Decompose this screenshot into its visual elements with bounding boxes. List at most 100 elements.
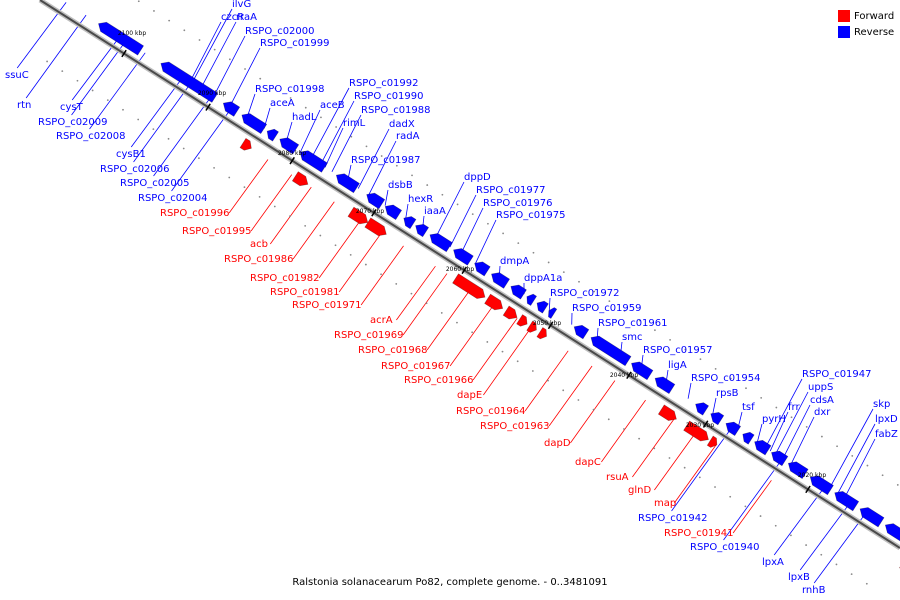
- forward-gene-label: glnD: [628, 485, 651, 496]
- forward-gene-label: RSPO_c01982: [250, 273, 320, 284]
- track-dot: [805, 544, 808, 546]
- reverse-gene-label: tsf: [742, 402, 755, 413]
- reverse-connector-line: [712, 397, 717, 415]
- reverse-connector-line: [71, 40, 127, 116]
- track-dot: [850, 573, 853, 576]
- track-dot: [471, 331, 474, 334]
- track-dot: [531, 370, 534, 372]
- forward-connector-line: [732, 480, 772, 534]
- tick-label: 2070 kbp: [356, 208, 384, 215]
- reverse-gene-label: uppS: [808, 382, 833, 393]
- track-dot: [669, 338, 671, 341]
- tick-mark: [461, 266, 468, 275]
- reverse-gene-label: skp: [873, 399, 890, 410]
- reverse-gene-label: RSPO_c01959: [572, 303, 642, 314]
- tick-label: 2090 kbp: [198, 90, 226, 97]
- gene-arrows: [98, 21, 900, 569]
- tick-label: 2060 kbp: [446, 266, 474, 273]
- track-dot: [244, 68, 246, 70]
- reverse-connector-line: [548, 297, 551, 311]
- forward-connector-line: [228, 159, 269, 214]
- track-dot: [820, 435, 823, 438]
- track-dot: [213, 166, 215, 169]
- legend-item-forward: Forward: [838, 8, 894, 24]
- reverse-gene-label: iaaA: [424, 206, 446, 217]
- forward-connector-line: [472, 318, 518, 381]
- reverse-gene-arrow: [510, 284, 527, 300]
- track-dot: [517, 242, 520, 245]
- reverse-gene-label: RSPO_c01977: [476, 185, 546, 196]
- reverse-connector-line: [89, 52, 146, 130]
- reverse-gene-label: hexR: [408, 194, 433, 205]
- forward-gene-label: dapD: [544, 438, 571, 449]
- track-dot: [683, 466, 686, 469]
- reverse-gene-label: RSPO_c01940: [690, 542, 760, 553]
- track-dot: [152, 128, 155, 131]
- track-dot: [623, 309, 626, 312]
- reverse-connector-line: [357, 128, 390, 189]
- track-dot: [426, 184, 429, 186]
- reverse-gene-label: radA: [396, 131, 420, 142]
- track-dot: [91, 89, 94, 92]
- reverse-gene-label: RSPO_c02006: [100, 164, 170, 175]
- forward-connector-line: [426, 288, 472, 351]
- reverse-gene-label: lpxB: [788, 572, 810, 583]
- forward-gene-label: dapC: [575, 457, 601, 468]
- reverse-connector-line: [246, 93, 256, 118]
- reverse-connector-line: [843, 438, 876, 499]
- reverse-gene-label: rpsB: [716, 388, 739, 399]
- reverse-gene-arrow: [279, 137, 300, 155]
- forward-gene-arrow: [536, 327, 547, 340]
- forward-connector-line: [250, 174, 293, 232]
- reverse-gene-arrow: [160, 61, 219, 103]
- forward-gene-arrow: [657, 404, 677, 421]
- track-dot: [364, 263, 367, 266]
- track-dot: [532, 251, 535, 254]
- reverse-gene-arrow: [266, 128, 279, 142]
- forward-gene-label: acrA: [370, 315, 393, 326]
- track-dot: [638, 437, 641, 440]
- track-dot: [380, 155, 383, 157]
- tick-label: 2020 kbp: [798, 472, 826, 479]
- track-dot: [805, 425, 808, 428]
- label-connectors: [16, 2, 876, 584]
- forward-gene-arrow: [502, 305, 518, 320]
- reverse-gene-label: RSPO_c01988: [361, 105, 431, 116]
- track-dot: [745, 387, 747, 390]
- track-dot: [593, 290, 596, 293]
- backbone-line: [39, 0, 900, 549]
- genome-backbone: [38, 0, 900, 585]
- reverse-connector-line: [671, 426, 733, 512]
- track-dot: [137, 118, 140, 121]
- track-dot: [440, 312, 443, 314]
- reverse-gene-label: RSPO_c01992: [349, 78, 419, 89]
- forward-gene-label: RSPO_c01968: [358, 345, 428, 356]
- reverse-gene-arrow: [429, 233, 453, 253]
- reverse-connector-line: [460, 207, 484, 255]
- reverse-gene-arrow: [222, 101, 241, 117]
- forward-gene-label: dapE: [457, 390, 482, 401]
- tick-label: 2030 kbp: [686, 422, 714, 429]
- reverse-gene-label: cdsA: [810, 395, 834, 406]
- track-dot: [197, 157, 200, 160]
- reverse-connector-line: [331, 114, 362, 172]
- legend-label-reverse: Reverse: [854, 26, 895, 38]
- forward-connector-line: [318, 218, 362, 279]
- reverse-gene-label: dppD: [464, 172, 491, 183]
- reverse-gene-label: fabZ: [875, 429, 898, 440]
- reverse-connector-line: [828, 408, 874, 489]
- forward-gene-label: RSPO_c01964: [456, 406, 526, 417]
- track-dot: [487, 222, 489, 225]
- track-dot: [258, 195, 261, 198]
- tick-label: 2080 kbp: [278, 150, 306, 157]
- track-dot: [456, 321, 458, 324]
- forward-connector-line: [449, 303, 495, 367]
- reverse-gene-label: RSPO_c01975: [496, 210, 566, 221]
- forward-gene-arrow: [706, 435, 718, 448]
- track-dot: [320, 116, 322, 119]
- reverse-gene-arrow: [384, 204, 403, 220]
- track-dot: [866, 464, 869, 467]
- track-dot: [608, 300, 611, 303]
- track-dot: [122, 108, 124, 111]
- legend-swatch-reverse: [838, 26, 850, 38]
